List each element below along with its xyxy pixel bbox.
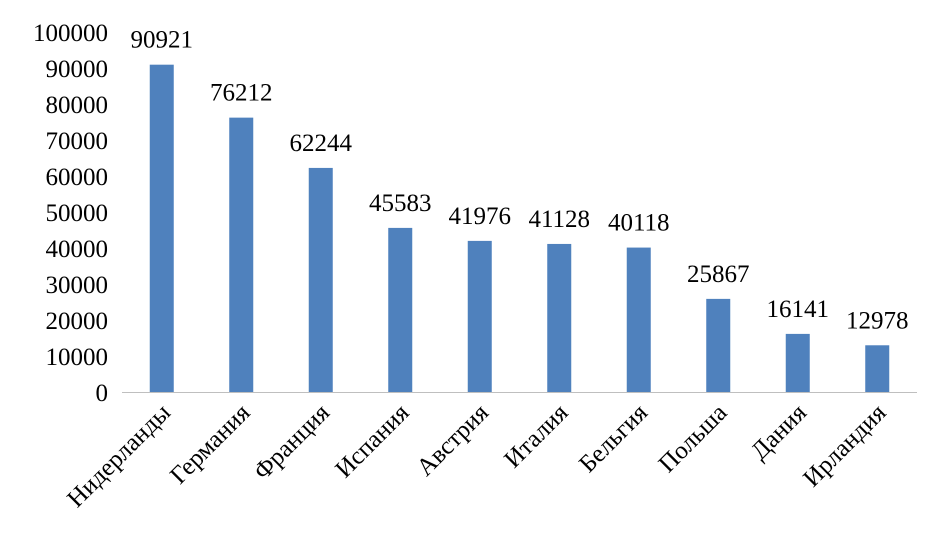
data-label: 41128 (528, 206, 590, 233)
data-label: 16141 (767, 296, 830, 323)
x-tick-label: Испания (330, 399, 414, 483)
data-label: 62244 (290, 130, 353, 157)
data-label: 45583 (369, 190, 432, 217)
x-tick-label: Польша (654, 399, 733, 478)
y-tick-label: 10000 (46, 344, 109, 371)
bar (149, 64, 174, 393)
y-tick-label: 30000 (46, 272, 109, 299)
y-tick-label: 20000 (46, 308, 109, 335)
y-tick-label: 50000 (46, 200, 109, 227)
data-labels: 90921 76212 62244 45583 41976 41128 40118 25867… (131, 27, 909, 335)
bar (706, 298, 731, 392)
x-tick-label: Италия (499, 399, 574, 474)
data-label: 40118 (608, 210, 670, 237)
data-label: 25867 (687, 261, 750, 288)
data-label: 90921 (131, 27, 194, 54)
y-tick-label: 90000 (46, 56, 109, 83)
bar (626, 247, 651, 392)
x-tick-label: Австрия (412, 399, 495, 482)
bar (547, 243, 572, 392)
x-tick-label: Франция (249, 399, 336, 486)
bar (467, 240, 492, 392)
bar (229, 117, 254, 392)
y-tick-label: 60000 (46, 164, 109, 191)
x-tick-label: Бельгия (574, 399, 653, 478)
data-label: 12978 (846, 307, 909, 334)
y-tick-label: 100000 (33, 20, 108, 47)
bar (785, 333, 810, 392)
bar (865, 345, 890, 392)
bar (308, 167, 333, 392)
x-tick-label: Дания (746, 399, 812, 465)
y-axis-ticks: 0 10000 20000 30000 40000 50000 60000 70000 8000… (33, 20, 108, 407)
x-tick-label: Германия (165, 399, 256, 490)
y-tick-label: 40000 (46, 236, 109, 263)
bar (388, 227, 413, 392)
data-label: 76212 (210, 80, 273, 107)
y-tick-label: 80000 (46, 92, 109, 119)
x-tick-label: Ирландия (798, 399, 892, 493)
y-tick-label: 70000 (46, 128, 109, 155)
y-tick-label: 0 (96, 380, 109, 407)
x-tick-label: Нидерланды (62, 399, 176, 513)
data-label: 41976 (449, 203, 512, 230)
bars (149, 64, 890, 393)
